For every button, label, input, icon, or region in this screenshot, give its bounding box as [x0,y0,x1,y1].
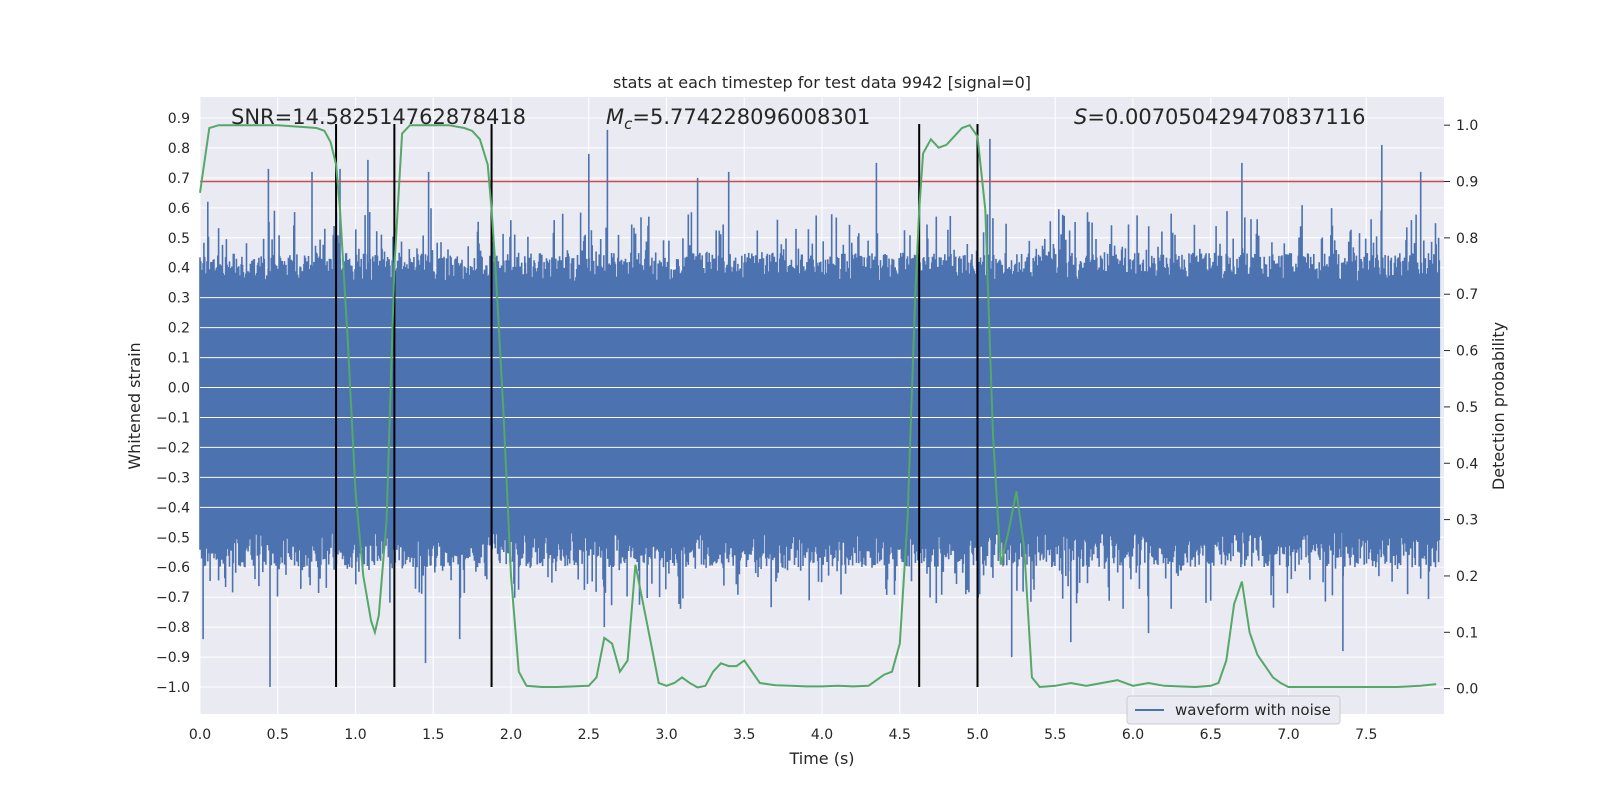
y-tick-label: 0.3 [168,291,190,307]
probability-line [199,123,1437,689]
x-tick-label: 2.0 [500,727,522,743]
y-tick-label: −0.2 [156,440,190,456]
x-tick-label: 3.0 [655,727,677,743]
y-right-tick-label: 0.2 [1456,569,1478,585]
x-tick-label: 4.0 [811,727,833,743]
y-right-tick-label: 0.7 [1456,287,1478,303]
mc-subscript: c [624,115,633,133]
y-tick-label: 0.7 [168,171,190,187]
y-tick-label: 0.8 [168,141,190,157]
y-right-tick-label: 1.0 [1456,118,1478,134]
y-tick-label: −1.0 [156,680,190,696]
ticks: 0.0 0.5 1.0 1.5 2.0 2.5 3.0 3.5 4.0 4.5 5.0 5.5 6.0 6… [156,111,1478,743]
y-tick-label: 0.9 [168,111,190,127]
y-axis-right-label: Detection probability [1489,322,1508,490]
x-tick-label: 7.0 [1277,727,1299,743]
mc-symbol: M [606,105,624,129]
x-axis-label: Time (s) [788,749,854,768]
x-tick-label: 1.0 [344,727,366,743]
y-tick-label: 0.5 [168,231,190,247]
y-right-tick-label: 0.5 [1456,400,1478,416]
s-annotation: S=0.007050429470837116 [1074,105,1365,129]
x-tick-label: 1.5 [422,727,444,743]
y-right-tick-label: 0.3 [1456,513,1478,529]
x-tick-label: 3.5 [733,727,755,743]
legend-label: waveform with noise [1175,701,1331,719]
snr-annotation: SNR=14.582514762878418 [231,105,526,129]
y-tick-label: −0.1 [156,410,190,426]
y-right-tick-label: 0.9 [1456,175,1478,191]
x-tick-label: 5.0 [966,727,988,743]
chart-title: stats at each timestep for test data 994… [613,73,1031,92]
x-tick-label: 6.5 [1200,727,1222,743]
y-tick-label: 0.1 [168,351,190,367]
legend-box [1126,695,1341,725]
y-tick-label: 0.2 [168,321,190,337]
y-tick-label: −0.8 [156,620,190,636]
y-right-tick-label: 0.4 [1456,456,1478,472]
x-tick-label: 2.5 [578,727,600,743]
s-symbol: S [1074,105,1087,129]
y-right-tick-label: 0.8 [1456,231,1478,247]
mc-value: =5.774228096008301 [632,105,870,129]
y-right-tick-label: 0.0 [1456,682,1478,698]
x-tick-label: 4.5 [889,727,911,743]
y-tick-label: −0.5 [156,530,190,546]
y-tick-label: −0.9 [156,650,190,666]
y-tick-label: −0.6 [156,560,190,576]
y-right-tick-label: 0.1 [1456,625,1478,641]
y-right-tick-label: 0.6 [1456,344,1478,360]
y-axis-label: Whitened strain [125,342,144,469]
waveform-noise-path [199,129,1441,687]
y-tick-label: −0.3 [156,470,190,486]
s-value: =0.007050429470837116 [1087,105,1365,129]
legend: waveform with noise [1126,695,1341,725]
y-tick-label: −0.4 [156,500,190,516]
waveform-series [199,129,1444,687]
x-tick-label: 6.0 [1122,727,1144,743]
x-tick-label: 7.5 [1355,727,1377,743]
x-tick-label: 0.0 [189,727,211,743]
x-tick-label: 5.5 [1044,727,1066,743]
probability-series [199,123,1437,689]
y-tick-label: 0.0 [168,381,190,397]
y-tick-label: −0.7 [156,590,190,606]
y-tick-label: 0.6 [168,201,190,217]
mc-annotation: Mc=5.774228096008301 [606,105,870,133]
x-tick-label: 0.5 [267,727,289,743]
y-tick-label: 0.4 [168,261,190,277]
